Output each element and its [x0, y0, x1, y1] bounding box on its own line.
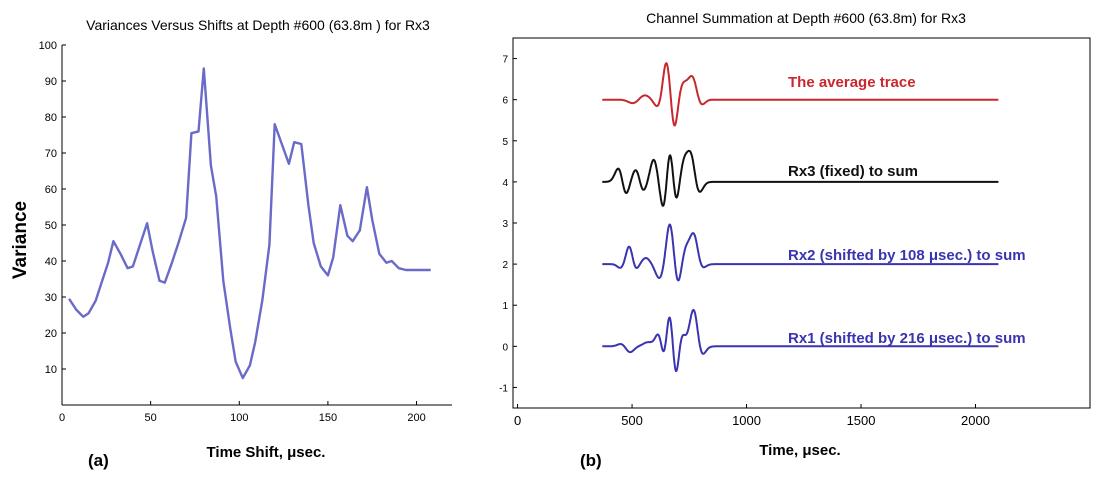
y-tick-label: 60 — [45, 184, 57, 196]
trace-label-rx1: Rx1 (shifted by 216 μsec.) to sum — [788, 330, 1026, 347]
chart-b-x-axis-label: Time, μsec. — [759, 442, 840, 459]
y-tick-label: 5 — [502, 137, 508, 148]
variance-chart: Variances Versus Shifts at Depth #600 (6… — [10, 17, 452, 470]
y-tick-label: 80 — [45, 112, 57, 124]
panel-label-b: (b) — [580, 451, 602, 470]
average-trace-line — [601, 62, 999, 127]
y-tick-label: 30 — [45, 292, 57, 304]
y-tick-label: -1 — [499, 383, 508, 394]
chart-a-x-ticks: 0 50 100 150 200 — [59, 401, 426, 424]
chart-a-title: Variances Versus Shifts at Depth #600 (6… — [86, 17, 430, 33]
x-tick-label: 100 — [230, 412, 248, 424]
y-tick-label: 4 — [502, 178, 508, 189]
x-tick-label: 0 — [514, 413, 521, 428]
y-tick-label: 6 — [502, 96, 508, 107]
chart-b-title: Channel Summation at Depth #600 (63.8m) … — [646, 10, 966, 26]
y-tick-label: 90 — [45, 76, 57, 88]
chart-a-y-ticks: 10 20 30 40 50 60 70 80 90 100 — [39, 40, 66, 376]
chart-b-y-ticks: -1 0 1 2 3 4 5 6 7 — [499, 55, 517, 394]
y-tick-label: 20 — [45, 328, 57, 340]
trace-label-average: The average trace — [788, 74, 916, 91]
y-tick-label: 0 — [502, 342, 508, 353]
variance-series-line — [68, 67, 431, 380]
y-tick-label: 40 — [45, 256, 57, 268]
x-tick-label: 0 — [59, 412, 65, 424]
y-tick-label: 3 — [502, 219, 508, 230]
chart-a-plot-area — [62, 45, 452, 405]
x-tick-label: 500 — [621, 413, 643, 428]
channel-summation-chart: Channel Summation at Depth #600 (63.8m) … — [499, 10, 1091, 470]
trace-label-rx2: Rx2 (shifted by 108 μsec.) to sum — [788, 247, 1026, 264]
rx3-trace-line — [601, 149, 999, 207]
x-tick-label: 50 — [145, 412, 157, 424]
x-tick-label: 2000 — [961, 413, 990, 428]
panel-label-a: (a) — [88, 451, 109, 470]
y-tick-label: 7 — [502, 55, 508, 66]
chart-b-plot-area — [512, 37, 1091, 409]
chart-a-y-axis-label: Variance — [10, 201, 31, 279]
x-tick-label: 1000 — [732, 413, 761, 428]
rx2-trace-line — [601, 223, 999, 282]
y-tick-label: 2 — [502, 260, 508, 271]
x-tick-label: 1500 — [847, 413, 876, 428]
chart-b-x-ticks: 0 500 1000 1500 2000 — [514, 404, 990, 428]
y-tick-label: 100 — [39, 40, 57, 52]
trace-label-rx3: Rx3 (fixed) to sum — [788, 163, 918, 180]
x-tick-label: 200 — [407, 412, 425, 424]
chart-a-x-axis-label: Time Shift, μsec. — [207, 444, 326, 461]
chart-b-traces — [601, 62, 999, 373]
y-tick-label: 1 — [502, 301, 508, 312]
y-tick-label: 10 — [45, 364, 57, 376]
x-tick-label: 150 — [319, 412, 337, 424]
rx1-trace-line — [601, 308, 999, 373]
y-tick-label: 70 — [45, 148, 57, 160]
y-tick-label: 50 — [45, 220, 57, 232]
